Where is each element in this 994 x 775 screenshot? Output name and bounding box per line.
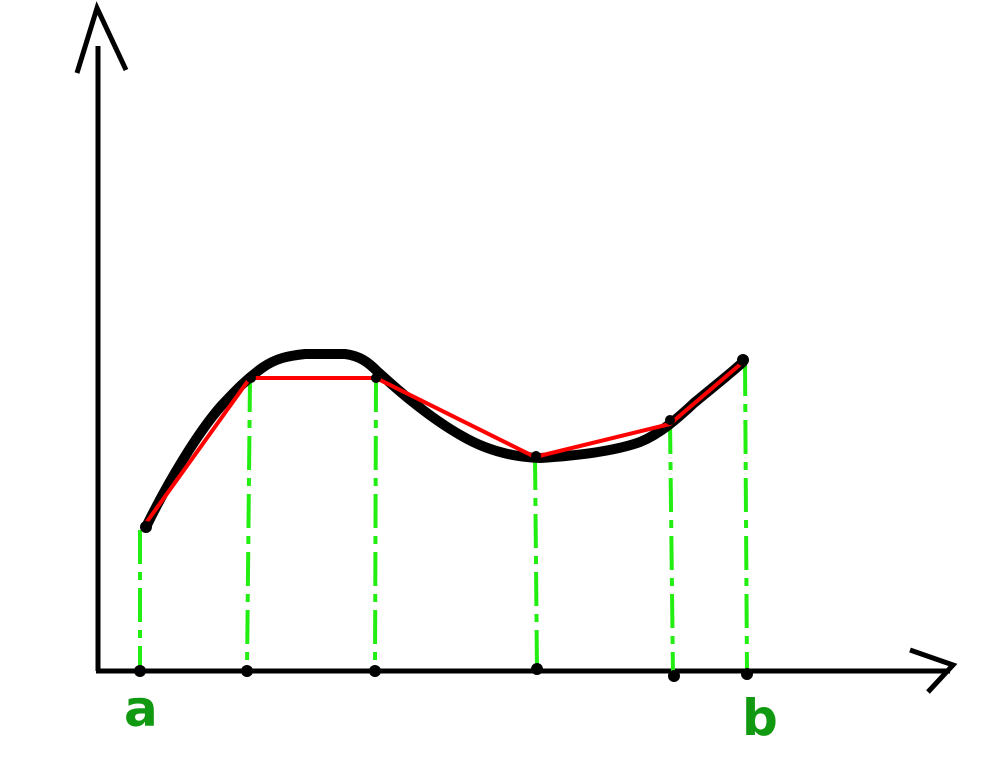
guide-line-5 <box>668 419 675 677</box>
curve-point-4 <box>531 451 541 461</box>
guide-line-6 <box>743 361 749 674</box>
axis-points <box>134 663 753 682</box>
guide-line-2 <box>245 377 252 672</box>
axis-point-3 <box>369 665 381 677</box>
guide-line-4 <box>533 455 539 672</box>
function-curve <box>141 349 748 532</box>
axis-point-5 <box>668 670 680 682</box>
x-axis-arrowhead <box>909 647 958 694</box>
approximating-polyline <box>144 360 745 525</box>
curve-points <box>140 354 749 533</box>
curve-point-6 <box>737 354 749 366</box>
axis-point-2 <box>241 665 253 677</box>
axis-point-6 <box>741 668 753 680</box>
curve-point-2 <box>246 373 256 383</box>
guide-line-3 <box>373 377 378 672</box>
vertical-guides <box>138 361 749 677</box>
interval-start-label: a <box>124 680 158 738</box>
curve-point-1 <box>140 521 152 533</box>
axis-point-1 <box>134 665 146 677</box>
axis-point-4 <box>531 663 543 675</box>
axes <box>74 1 958 694</box>
curve-point-5 <box>665 415 675 425</box>
interval-end-label: b <box>742 689 778 747</box>
curve-point-3 <box>371 373 381 383</box>
y-axis-arrowhead <box>74 1 129 74</box>
